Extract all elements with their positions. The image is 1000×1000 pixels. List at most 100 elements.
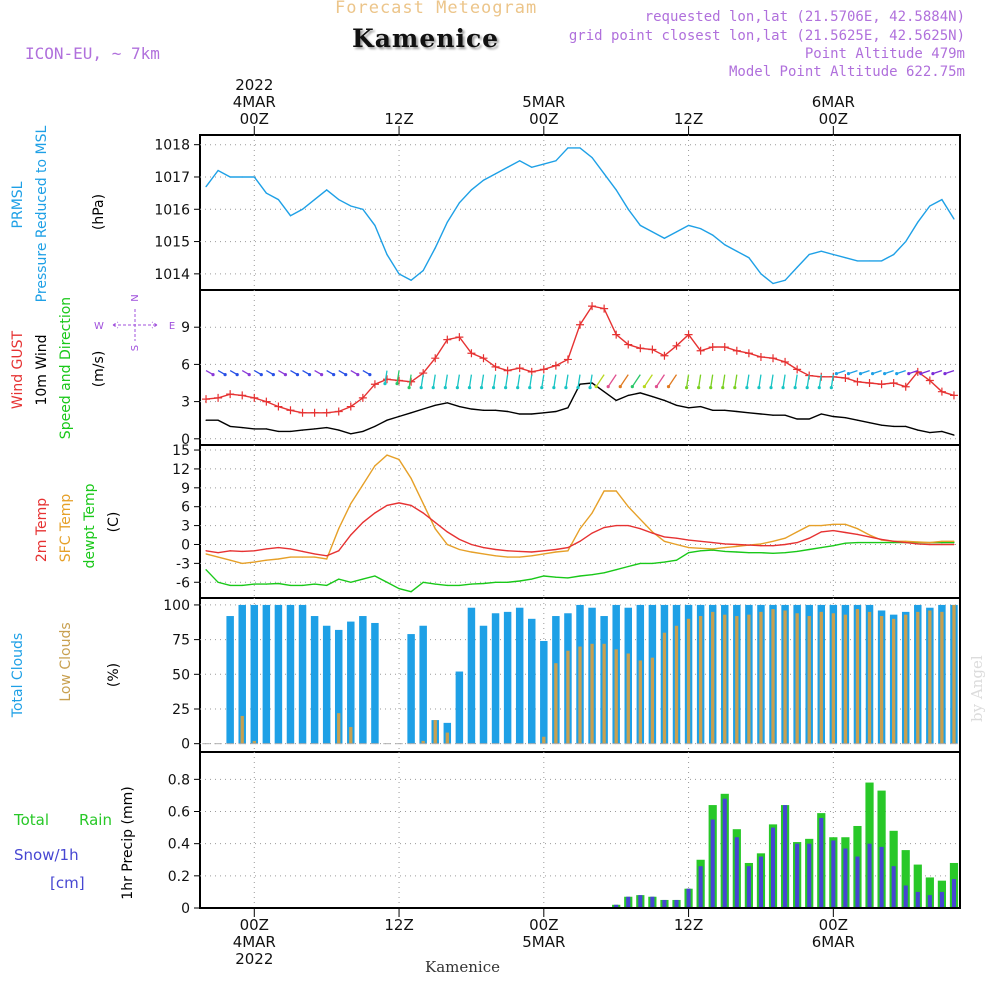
- wind10m-point: [301, 429, 304, 431]
- snow-bar: [819, 817, 824, 908]
- rain-bar: [925, 877, 934, 908]
- panel-frame: [199, 289, 961, 446]
- low-cloud-bar: [723, 614, 727, 744]
- wind-arrow-head: [552, 386, 556, 390]
- wind-arrow: [758, 374, 762, 388]
- wind-arrow: [697, 374, 702, 388]
- dewpt-point: [712, 549, 714, 551]
- wind-arrow-head: [834, 372, 838, 376]
- wind10m-point: [314, 428, 316, 430]
- total-cloud-bar: [322, 625, 331, 744]
- sfc-temp-point: [350, 502, 352, 505]
- total-cloud-bar: [515, 607, 524, 744]
- y-tick-label: 0: [181, 432, 190, 448]
- sfc-temp-point: [856, 528, 859, 530]
- total-cloud-bar: [419, 625, 427, 744]
- prmsl-point: [820, 250, 822, 252]
- temp2m-point: [374, 512, 376, 514]
- gust-point: [334, 407, 343, 416]
- panel-temperature: -6 -3 0 3 6 9 12 15: [172, 443, 961, 599]
- low-cloud-bar: [638, 660, 642, 744]
- temp2m-point: [434, 521, 436, 524]
- footer-location: Kamenice: [425, 958, 500, 976]
- snow-bar: [879, 846, 884, 908]
- low-cloud-bar: [240, 715, 244, 744]
- dewpt-point: [314, 583, 316, 585]
- snow-bar: [686, 888, 691, 908]
- sfc-temp-point: [241, 562, 243, 564]
- total-cloud-bar: [479, 625, 488, 744]
- snow-bar: [746, 866, 751, 908]
- dewpt-point: [555, 576, 557, 578]
- compass-n: N: [130, 294, 141, 301]
- dewpt-point: [687, 552, 690, 554]
- dewpt-point: [736, 551, 738, 553]
- dewpt-point: [398, 587, 400, 590]
- prmsl-point: [772, 282, 774, 285]
- prmsl-point: [832, 253, 834, 256]
- label-hpa: (hPa): [91, 194, 107, 230]
- panel-frame: [199, 444, 961, 599]
- dewpt-point: [868, 541, 871, 544]
- prmsl-point: [663, 237, 666, 239]
- rain-bar: [901, 850, 910, 908]
- temp2m-point: [494, 548, 497, 551]
- gust-point: [636, 344, 645, 353]
- gust-point: [853, 377, 862, 386]
- gust-point: [732, 346, 741, 355]
- prmsl-point: [494, 173, 497, 175]
- y-tick-label: 9: [181, 320, 190, 336]
- time-label-top: 00Z: [240, 110, 269, 128]
- temp2m-point: [663, 536, 666, 538]
- y-tick-label: 0.4: [168, 837, 190, 853]
- sfc-temp-point: [494, 555, 497, 557]
- wind10m-point: [470, 408, 473, 410]
- wind10m-point: [338, 429, 340, 431]
- sfc-temp-point: [603, 490, 605, 492]
- label-pressure-msl: Pressure Reduced to MSL: [34, 125, 50, 302]
- label-10m-wind: 10m Wind: [34, 334, 50, 405]
- wind-arrow: [384, 370, 388, 384]
- dewpt-point: [205, 569, 207, 571]
- wind10m-point: [687, 407, 690, 409]
- wind10m-point: [663, 399, 666, 401]
- gust-point: [262, 397, 271, 406]
- prmsl-point: [555, 160, 557, 162]
- gust-point: [286, 406, 295, 415]
- dewpt-point: [820, 547, 822, 549]
- total-cloud-bar: [371, 622, 379, 744]
- gust-point: [479, 354, 488, 363]
- sfc-temp-point: [567, 550, 569, 552]
- wind10m-point: [289, 430, 292, 432]
- wind-arrow-head: [846, 372, 851, 376]
- wind-arrow-head: [684, 386, 689, 390]
- label-low-clouds: Low Clouds: [58, 622, 74, 701]
- y-tick-label: 1016: [154, 202, 190, 218]
- wind-arrow: [589, 374, 593, 388]
- low-cloud-bar: [337, 713, 341, 744]
- compass-e: E: [169, 321, 175, 332]
- dewpt-point: [700, 550, 702, 552]
- dewpt-point: [591, 574, 593, 576]
- wind-arrow: [595, 374, 605, 387]
- dewpt-point: [289, 584, 292, 587]
- prmsl-point: [458, 202, 460, 204]
- temp2m-point: [519, 550, 521, 553]
- prmsl-point: [422, 270, 424, 272]
- wind10m-line: [206, 382, 955, 436]
- wind-arrow-head: [211, 373, 215, 377]
- dewpt-point: [941, 541, 943, 544]
- temp2m-point: [736, 543, 738, 546]
- wind-arrow: [420, 374, 424, 388]
- sfc-temp-point: [796, 531, 798, 533]
- prmsl-line: [205, 147, 955, 285]
- temp2m-point: [422, 512, 424, 514]
- wind-arrow-head: [883, 372, 887, 376]
- dewpt-point: [265, 583, 267, 585]
- gust-point: [781, 357, 790, 366]
- wind10m-point: [856, 419, 859, 421]
- wind-arrow-head: [443, 386, 447, 390]
- time-label-top: 6MAR: [812, 93, 855, 111]
- snow-bar: [927, 895, 932, 908]
